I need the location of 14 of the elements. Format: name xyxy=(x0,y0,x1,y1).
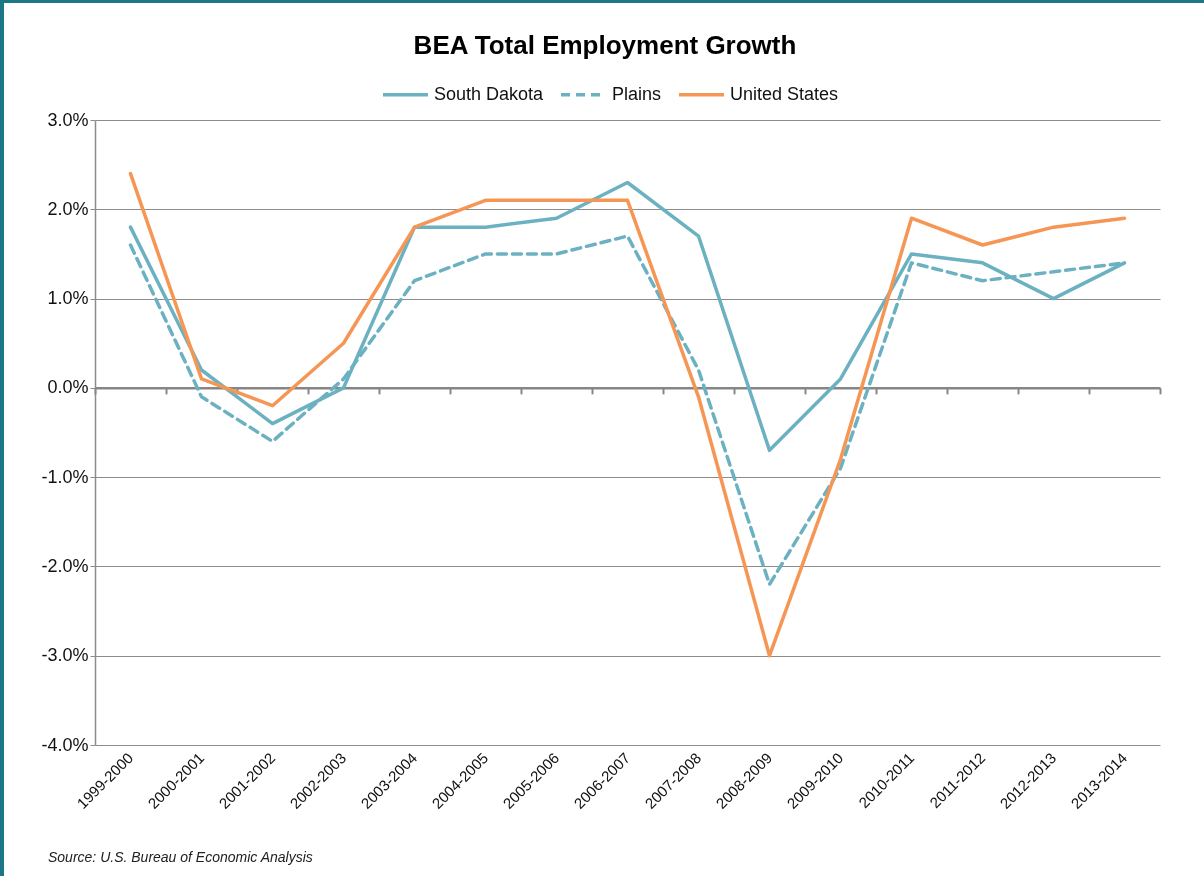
legend-label: United States xyxy=(730,83,839,104)
y-tick-label: 1.0% xyxy=(47,288,89,309)
y-tick-label: 2.0% xyxy=(47,198,89,219)
chart-title: BEA Total Employment Growth xyxy=(413,30,797,60)
y-tick-label: -4.0% xyxy=(41,734,89,755)
line-series xyxy=(128,171,1127,658)
legend-label: Plains xyxy=(612,83,662,104)
y-tick-label: 3.0% xyxy=(47,109,89,130)
y-tick-label: 0.0% xyxy=(47,377,89,398)
legend-label: South Dakota xyxy=(434,83,545,104)
y-tick-label: -3.0% xyxy=(41,645,89,666)
source-note: Source: U.S. Bureau of Economic Analysis xyxy=(48,849,313,865)
y-tick-label: -1.0% xyxy=(41,466,89,487)
y-tick-label: -2.0% xyxy=(41,555,89,576)
